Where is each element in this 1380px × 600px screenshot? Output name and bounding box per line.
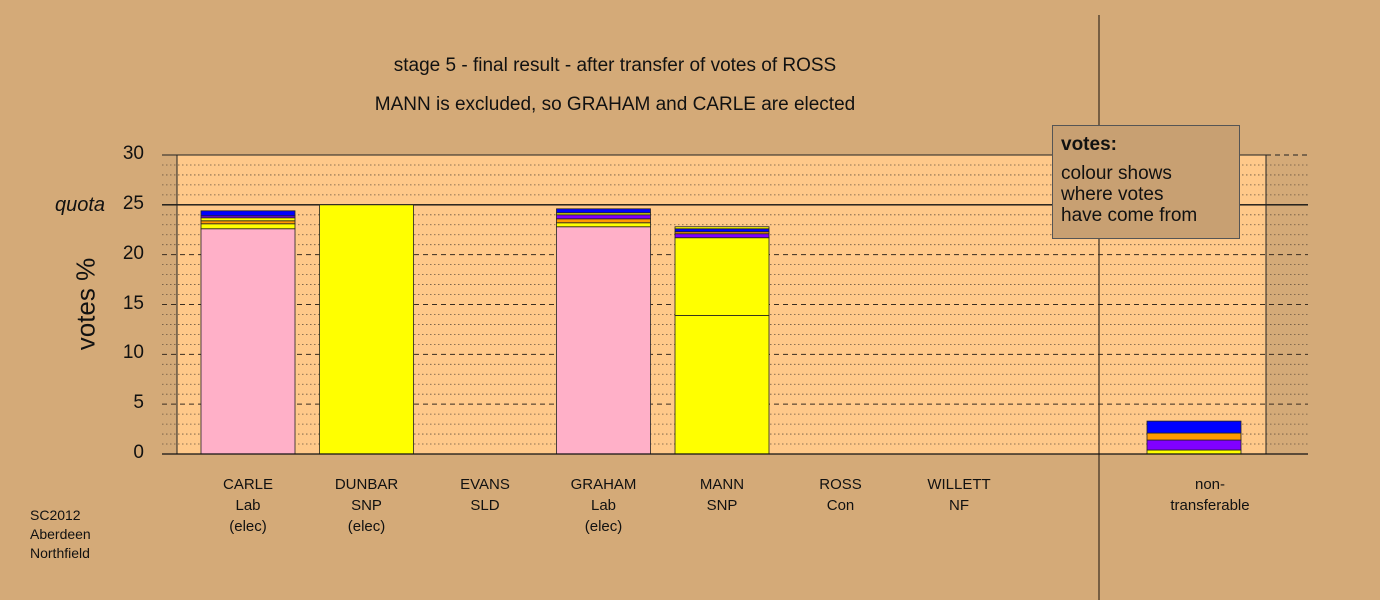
y-axis-label: votes % — [70, 257, 101, 351]
bar-segment — [1146, 432, 1242, 441]
candidate-name: MANN — [699, 476, 745, 493]
bar-segment — [200, 220, 296, 225]
bar-segment — [200, 217, 296, 222]
quota-label: quota — [55, 194, 106, 216]
source-line-3: Northfield — [30, 545, 90, 561]
candidate-party: NF — [949, 497, 969, 514]
candidate-status: (elec) — [229, 518, 267, 535]
candidate-status: (elec) — [347, 518, 386, 535]
bar-segment — [556, 222, 651, 228]
candidate-party: SLD — [470, 497, 500, 514]
bar-segment — [556, 226, 651, 455]
y-tick-label: 10 — [122, 342, 144, 364]
bars — [200, 204, 1242, 455]
candidate-party: SNP — [351, 497, 382, 514]
candidate-name: DUNBAR — [334, 476, 399, 493]
source-line-2: Aberdeen — [30, 526, 91, 542]
bar-mann — [674, 226, 770, 455]
y-tick-label: 0 — [133, 442, 144, 463]
bar-segment — [556, 208, 651, 214]
candidate-label-mann: MANN SNP — [662, 474, 782, 516]
plot-overlay — [162, 15, 1308, 600]
y-tick-label: 15 — [122, 292, 144, 314]
candidate-status: (elec) — [584, 518, 623, 535]
candidate-label-dunbar: DUNBAR SNP (elec) — [307, 474, 427, 537]
bar-segment — [200, 223, 296, 230]
bar-graham — [556, 208, 651, 455]
candidate-label-evans: EVANS SLD — [425, 474, 545, 516]
candidate-label-willett: WILLETT NF — [899, 474, 1019, 516]
candidate-name: ROSS — [819, 476, 862, 493]
legend-title: votes: — [1061, 134, 1117, 155]
bar-segment — [1146, 420, 1242, 434]
candidate-name: CARLE — [222, 476, 274, 493]
candidate-label-carle: CARLE Lab (elec) — [188, 474, 308, 537]
bar-segment — [1146, 439, 1242, 451]
candidate-label-ross: ROSS Con — [781, 474, 901, 516]
bar-segment — [674, 237, 770, 316]
source-line-1: SC2012 — [30, 507, 81, 523]
bar-segment — [200, 228, 296, 455]
bar-segment — [674, 233, 770, 239]
legend-box: votes: colour shows where votes have com… — [1052, 125, 1240, 239]
source-note: SC2012 Aberdeen Northfield — [30, 506, 91, 563]
candidate-party: Lab — [235, 497, 261, 514]
bar-segment — [674, 226, 770, 230]
candidate-name: GRAHAM — [570, 476, 637, 493]
bar-segment — [319, 204, 414, 455]
y-tick-label: 30 — [122, 143, 144, 164]
legend-line-1: colour shows — [1061, 163, 1172, 184]
bar-segment — [674, 315, 770, 455]
bar-segment — [556, 214, 651, 220]
chart-title: stage 5 - final result - after transfer … — [393, 55, 837, 76]
y-tick-label: 25 — [122, 192, 144, 214]
candidate-party: Lab — [590, 497, 617, 514]
candidate-label-graham: GRAHAM Lab (elec) — [544, 474, 664, 537]
nontransferable-label-line1: non- — [1194, 476, 1226, 493]
bar-nontransferable — [1146, 420, 1242, 455]
candidate-party: SNP — [706, 497, 738, 514]
bar-segment — [556, 218, 651, 224]
legend-line-2: where votes — [1061, 184, 1164, 205]
y-tick-label: 20 — [122, 242, 144, 264]
chart-subtitle: MANN is excluded, so GRAHAM and CARLE ar… — [374, 94, 856, 115]
bar-segment — [200, 210, 296, 217]
nontransferable-label: non- transferable — [1148, 474, 1272, 516]
candidate-party: Con — [826, 497, 855, 514]
candidate-name: EVANS — [460, 476, 510, 493]
y-tick-label: 5 — [133, 392, 144, 414]
nontransferable-label-line2: transferable — [1170, 497, 1250, 514]
bar-carle — [200, 210, 296, 455]
bar-dunbar — [319, 204, 414, 455]
candidate-name: WILLETT — [927, 476, 991, 493]
bar-segment — [674, 228, 770, 233]
legend-line-3: have come from — [1061, 205, 1198, 226]
